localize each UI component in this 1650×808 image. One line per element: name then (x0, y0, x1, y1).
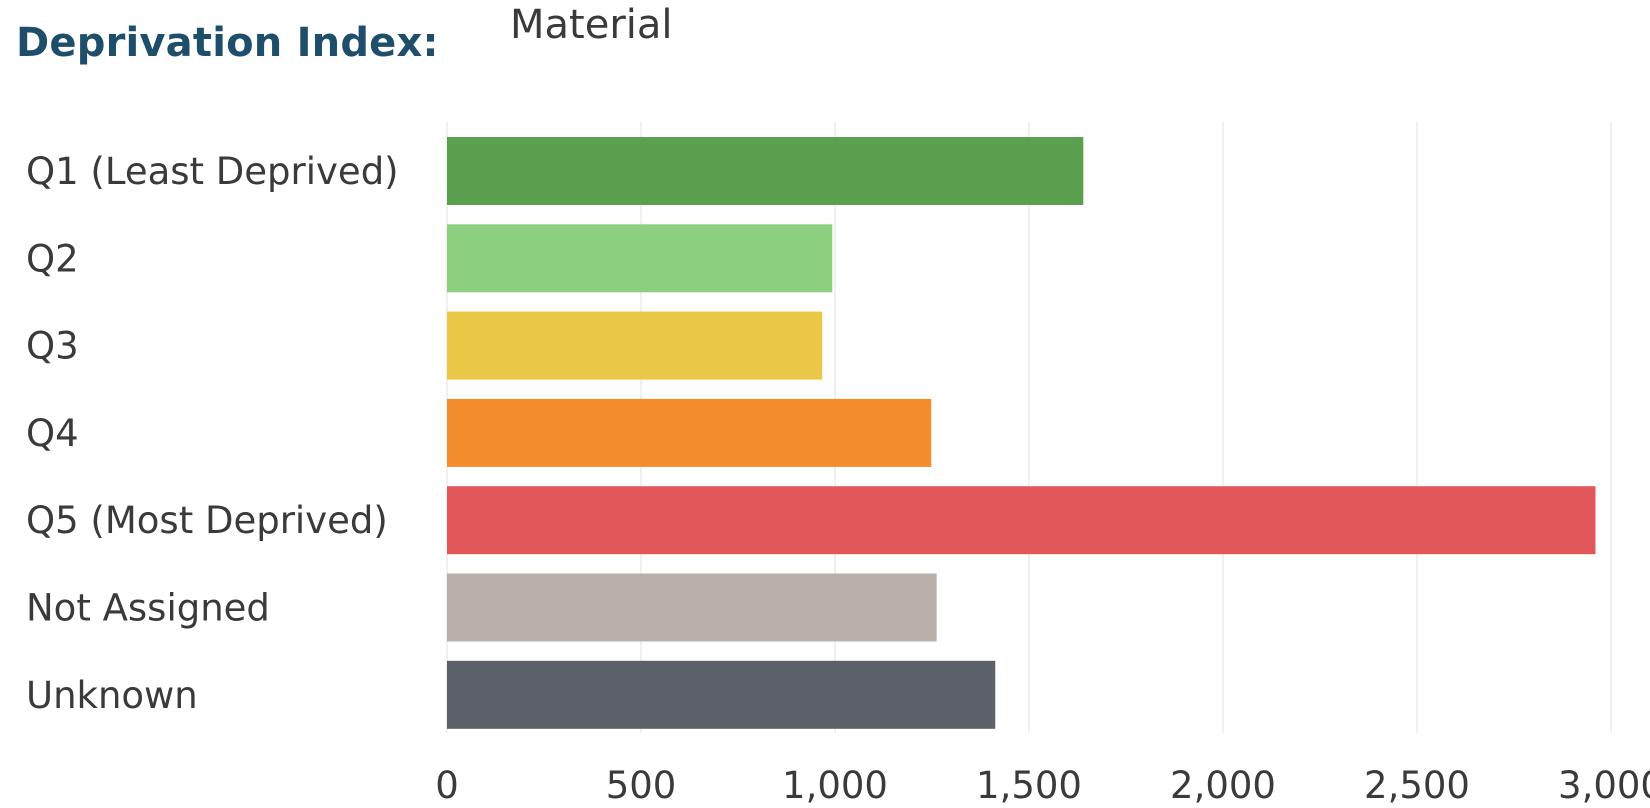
bar[interactable] (447, 660, 996, 729)
bar[interactable] (447, 311, 823, 380)
x-tick-label: 2,000 (1170, 764, 1276, 807)
x-tick-label: 1,500 (976, 764, 1082, 807)
bar[interactable] (447, 486, 1596, 555)
category-label: Unknown (26, 674, 198, 717)
category-label: Q2 (26, 237, 79, 280)
chart-filter-value[interactable]: Material (510, 2, 673, 48)
bar[interactable] (447, 573, 937, 642)
x-tick-label: 3,000 (1558, 764, 1650, 807)
chart-filter-label: Deprivation Index: (16, 20, 439, 66)
x-tick-label: 1,000 (782, 764, 888, 807)
category-labels: Q1 (Least Deprived) Q2 Q3 Q4 Q5 (Most Depriv… (26, 150, 399, 717)
category-label: Not Assigned (26, 587, 270, 630)
x-tick-label: 0 (435, 764, 459, 807)
category-label: Q1 (Least Deprived) (26, 150, 399, 193)
x-axis-ticks: 0 500 1,000 1,500 2,000 2,500 3,000 (435, 764, 1650, 807)
bar[interactable] (447, 398, 932, 467)
category-label: Q3 (26, 325, 79, 368)
bar[interactable] (447, 137, 1084, 205)
bar[interactable] (447, 224, 833, 293)
x-tick-label: 500 (606, 764, 677, 807)
x-tick-label: 2,500 (1364, 764, 1470, 807)
bars (447, 137, 1596, 729)
category-label: Q5 (Most Deprived) (26, 499, 388, 542)
category-label: Q4 (26, 412, 79, 455)
